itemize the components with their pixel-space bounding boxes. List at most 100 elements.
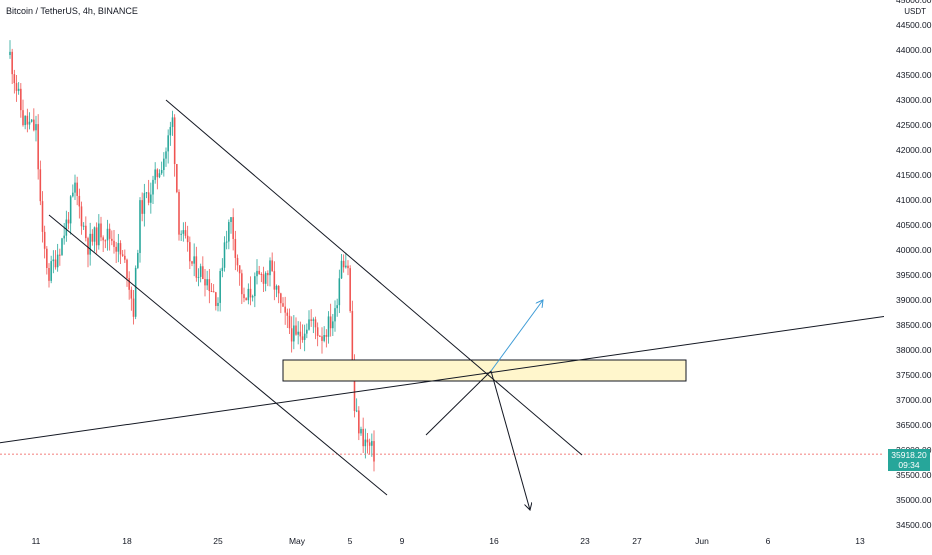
candle-body [368,442,371,446]
time-axis[interactable]: 11 18 25 May 5 9 16 23 27 Jun 6 13 [32,536,865,546]
candle-body [241,273,243,295]
time-tick-label: 27 [632,536,642,546]
candle-body [63,235,65,239]
candle-body [115,246,117,252]
trendline[interactable] [48,214,388,496]
candle-body [199,266,202,277]
candle-body [366,439,369,443]
candle-body [26,115,29,125]
candle-body [301,336,304,340]
candle-body [178,192,180,235]
candle-body [314,319,317,328]
candle-body [282,303,284,307]
candle-body [258,270,260,274]
candle-body [85,225,87,239]
candle-body [323,335,325,341]
candle-body [150,194,152,203]
price-tick-label: 39000.00 [896,295,932,305]
candle-body [108,228,111,239]
candle-body [52,259,55,262]
candle-body [48,267,50,281]
candle-body [243,294,245,299]
candle-body [13,74,16,84]
candle-body [206,279,208,286]
candle-body [176,164,178,193]
candle-body [186,235,189,243]
candle-body [232,217,234,239]
candle-body [78,195,81,207]
candle-body [9,51,11,55]
candle-body [191,261,193,264]
candle-body [163,158,165,171]
price-tick-label: 38000.00 [896,345,932,355]
candle-body [295,325,297,335]
candle-body [353,361,356,411]
candle-body [223,242,226,268]
price-tick-label: 35500.00 [896,470,932,480]
zone-rectangle[interactable] [282,359,687,382]
price-tick-label: 37000.00 [896,395,932,405]
candle-body [212,291,215,293]
candle-body [56,254,59,268]
candle-body [117,243,120,252]
drawings-group[interactable] [0,99,895,510]
price-tick-label: 41000.00 [896,195,932,205]
candle-body [340,260,343,279]
candle-body [98,223,100,246]
price-tick-label: 35000.00 [896,495,932,505]
candle-body [306,329,308,334]
candle-body [22,110,24,126]
candle-body [225,241,228,243]
price-tick-label: 44000.00 [896,45,932,55]
candle-body [89,233,91,255]
candle-body [141,200,143,214]
candle-body [316,327,319,336]
candle-body [91,233,94,242]
price-tick-label: 38500.00 [896,320,932,330]
candle-body [228,222,230,242]
candle-body [319,335,321,337]
price-tick-label: 42000.00 [896,145,932,155]
candle-body [104,240,107,242]
candle-body [373,441,375,462]
candle-body [59,254,61,256]
time-tick-label: 9 [400,536,405,546]
candle-body [208,279,211,292]
symbol-title: Bitcoin / TetherUS, 4h, BINANCE [6,6,138,16]
candle-body [74,182,76,193]
candle-body [286,312,289,316]
projection-arrow[interactable] [490,370,530,510]
candle-body [95,227,98,246]
trendline[interactable] [0,314,895,445]
candle-body [167,135,169,152]
candle-body [50,261,52,281]
candle-body [119,243,122,255]
projection-arrow[interactable] [490,300,543,372]
candle-body [182,230,185,234]
candle-body [303,333,306,340]
projection-arrow[interactable] [425,370,492,436]
candle-body [143,193,146,214]
candle-body [54,259,57,268]
candle-body [72,192,74,197]
time-tick-label: May [289,536,306,546]
candle-body [342,260,345,268]
candle-body [251,296,254,298]
candle-body [100,223,102,238]
candle-body [288,315,291,329]
candle-body [160,170,163,174]
price-tick-label: 44500.00 [896,20,932,30]
candle-body [17,88,20,91]
candle-body [299,331,302,337]
candle-body [137,252,139,268]
trendline[interactable] [165,99,583,456]
candle-body [271,260,273,272]
candle-body [371,441,373,446]
candle-body [338,278,341,306]
candle-body [325,335,328,337]
candle-body [189,242,191,262]
candle-body [262,274,265,284]
candle-body [364,439,367,447]
